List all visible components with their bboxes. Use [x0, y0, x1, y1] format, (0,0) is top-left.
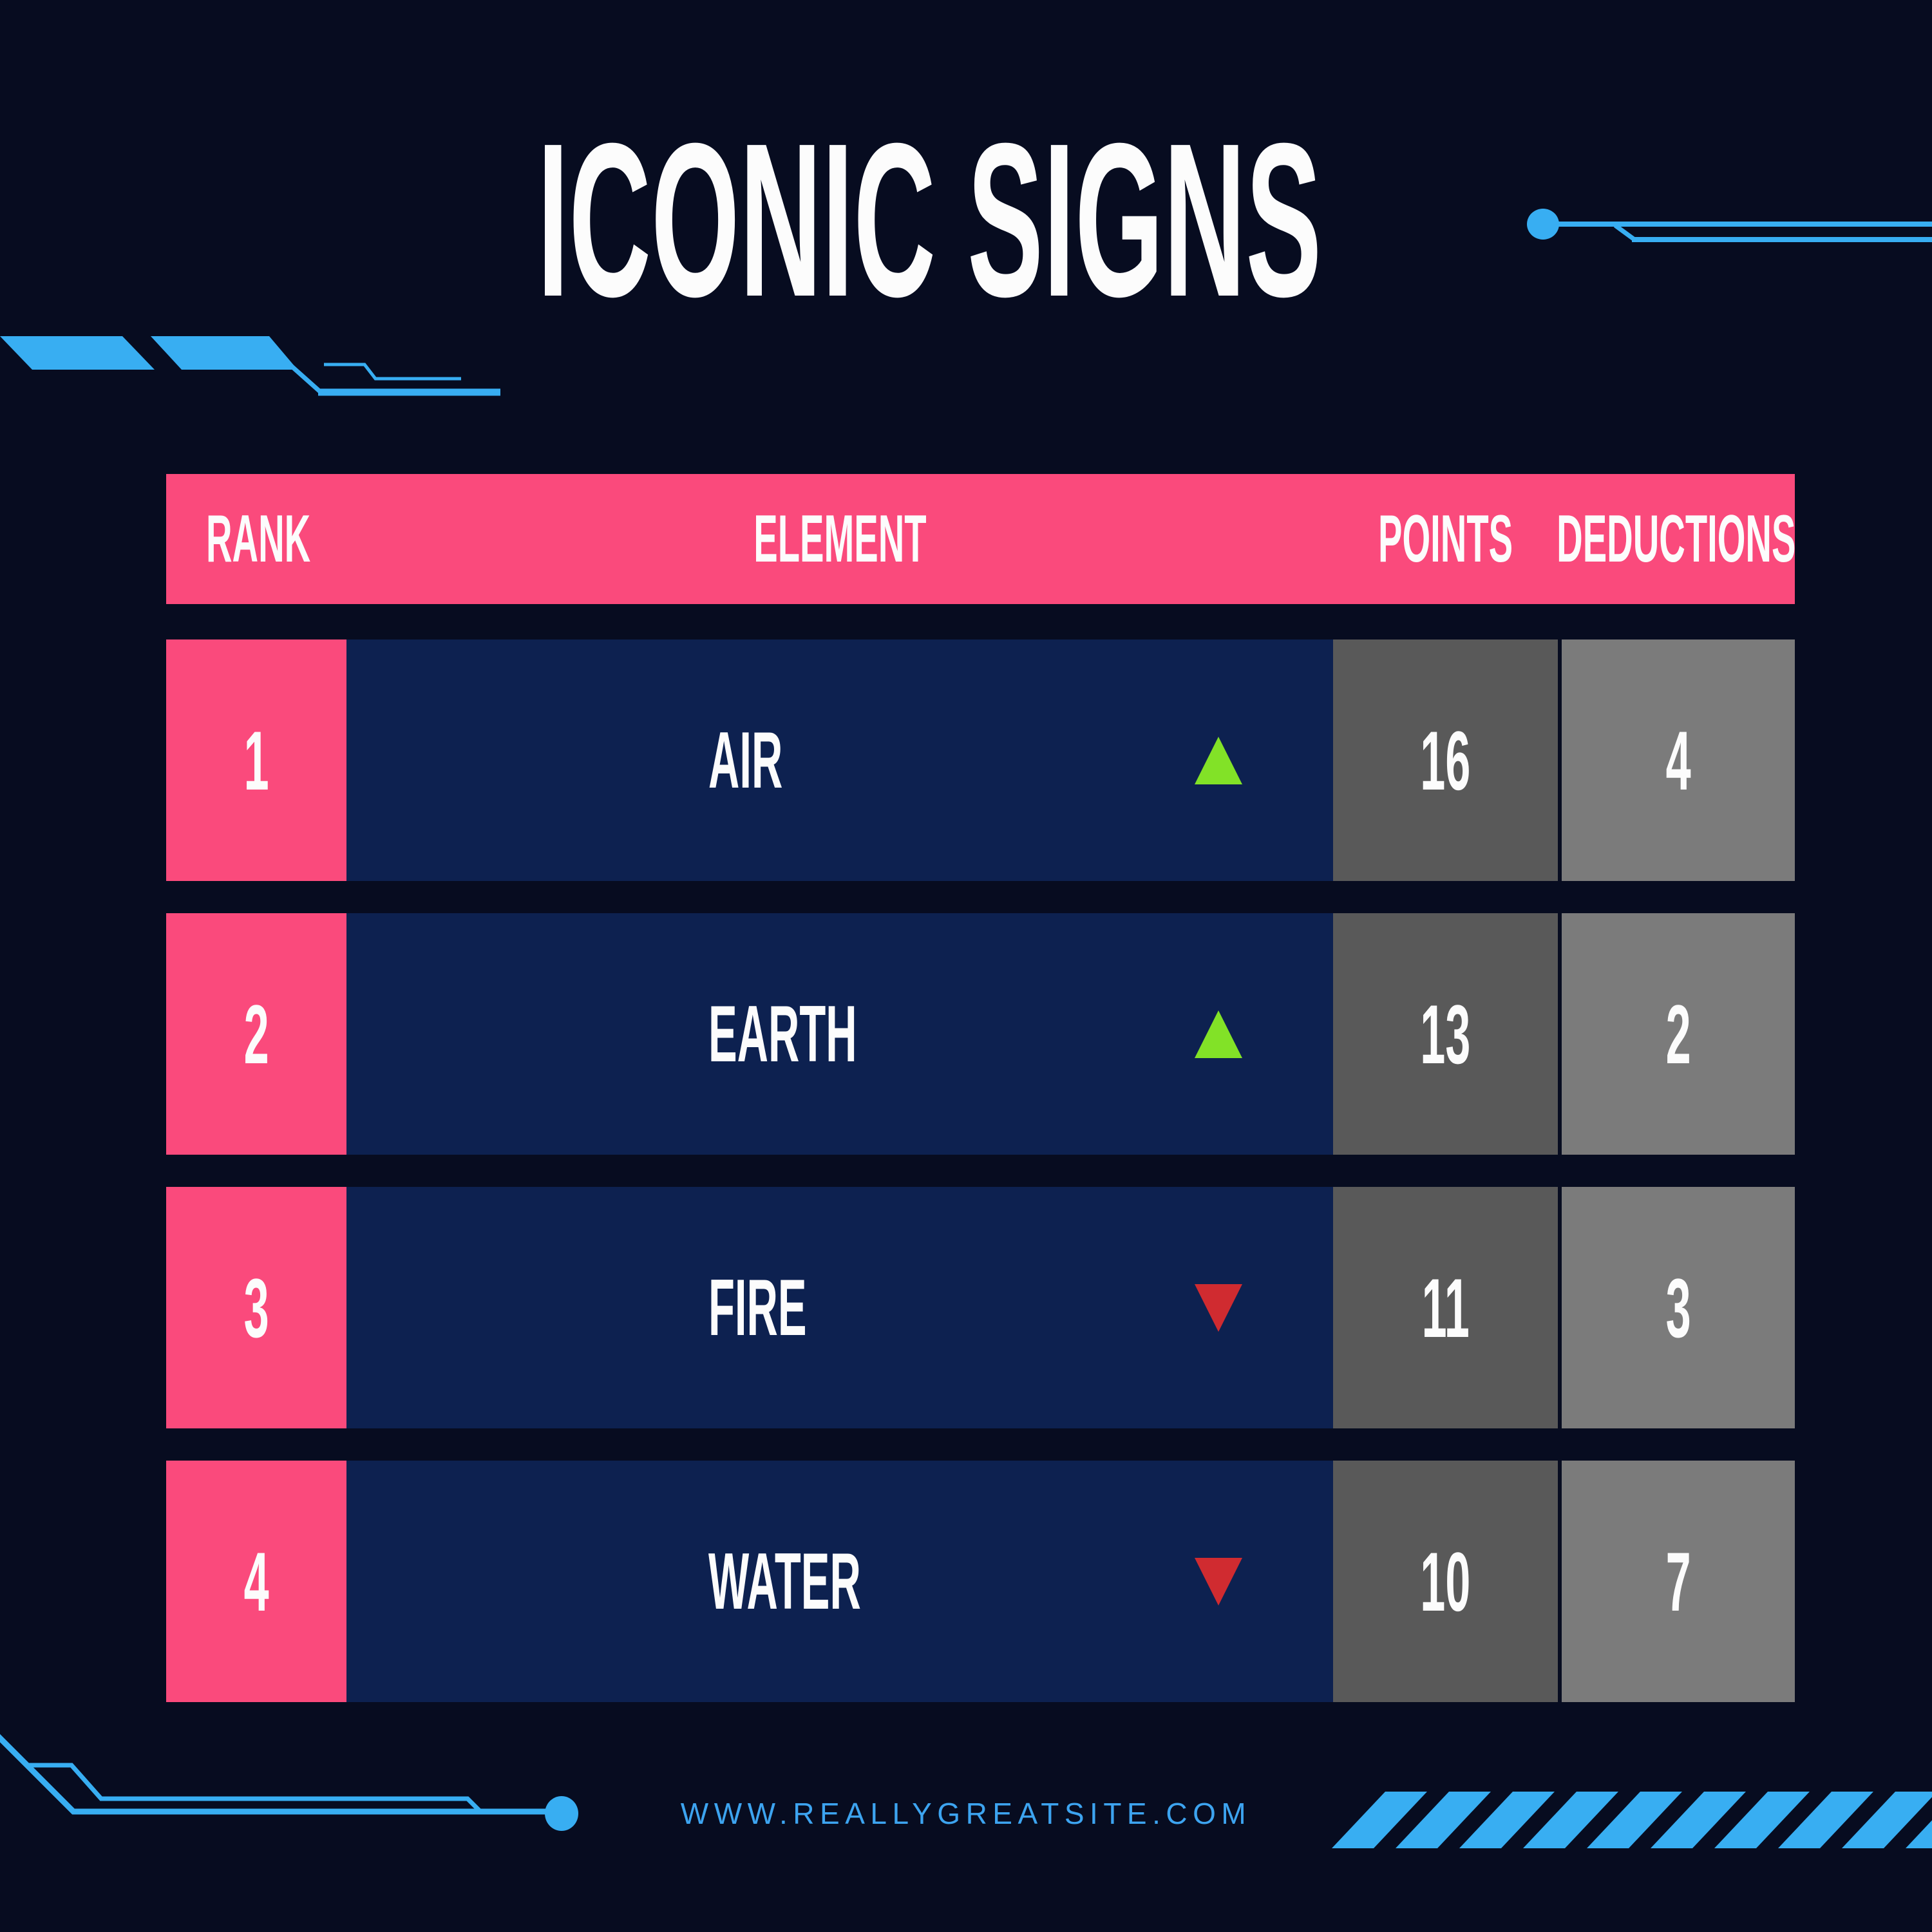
- points-value: 11: [1421, 1260, 1470, 1355]
- deductions-value: 7: [1665, 1534, 1691, 1629]
- points-cell: 11: [1333, 1187, 1558, 1428]
- rank-cell: 2: [166, 913, 346, 1155]
- deductions-cell: 3: [1558, 1187, 1795, 1428]
- trend-arrow-icon: [1195, 1557, 1242, 1605]
- element-cell: WATER: [346, 1461, 1333, 1702]
- deductions-cell: 2: [1558, 913, 1795, 1155]
- rank-value: 1: [243, 713, 269, 808]
- diagonal-line-icon: [289, 364, 323, 394]
- rank-value: 2: [243, 987, 269, 1081]
- header-points-cell: POINTS: [1333, 501, 1558, 578]
- element-cell: FIRE: [346, 1187, 1333, 1428]
- header-rank-cell: RANK: [166, 501, 346, 578]
- header-element-label: ELEMENT: [753, 501, 927, 576]
- step-line-icon: [324, 363, 461, 381]
- element-name: FIRE: [708, 1263, 807, 1352]
- points-value: 16: [1420, 713, 1471, 808]
- rank-cell: 4: [166, 1461, 346, 1702]
- header-rank-label: RANK: [206, 501, 311, 576]
- header-row: RANK ELEMENT POINTS DEDUCTIONS: [166, 474, 1796, 604]
- element-cell: AIR: [346, 639, 1333, 881]
- points-cell: 13: [1333, 913, 1558, 1155]
- ranking-table: RANK ELEMENT POINTS DEDUCTIONS 1 AIR 16: [166, 474, 1796, 1702]
- points-cell: 16: [1333, 639, 1558, 881]
- website-url: WWW.REALLYGREATSITE.COM: [680, 1797, 1252, 1830]
- header-deductions-cell: DEDUCTIONS: [1557, 501, 1796, 578]
- parallelogram-icon: [0, 336, 155, 370]
- rank-cell: 3: [166, 1187, 346, 1428]
- element-name: WATER: [708, 1537, 861, 1626]
- rank-cell: 1: [166, 639, 346, 881]
- deductions-value: 4: [1665, 713, 1691, 808]
- deductions-value: 2: [1665, 987, 1691, 1081]
- trend-arrow-icon: [1195, 1010, 1242, 1058]
- parallelogram-icon: [151, 336, 298, 370]
- header-points-label: POINTS: [1378, 501, 1513, 576]
- rank-value: 3: [243, 1260, 269, 1355]
- table-row: 1 AIR 16 4: [166, 639, 1795, 881]
- element-name: EARTH: [708, 989, 857, 1079]
- table-row: 2 EARTH 13 2: [166, 913, 1795, 1155]
- trend-arrow-icon: [1195, 1283, 1242, 1332]
- decor-parallelogram-left: [0, 336, 500, 396]
- deductions-cell: 4: [1558, 639, 1795, 881]
- trend-arrow-icon: [1195, 736, 1242, 784]
- header-deductions-label: DEDUCTIONS: [1557, 501, 1796, 576]
- header-element-cell: ELEMENT: [346, 501, 1333, 578]
- table-row: 3 FIRE 11 3: [166, 1187, 1795, 1428]
- deductions-cell: 7: [1558, 1461, 1795, 1702]
- points-cell: 10: [1333, 1461, 1558, 1702]
- page-title: ICONIC SIGNS: [536, 98, 1322, 343]
- points-value: 10: [1420, 1534, 1471, 1629]
- rank-value: 4: [243, 1534, 269, 1629]
- deductions-value: 3: [1665, 1260, 1691, 1355]
- element-cell: EARTH: [346, 913, 1333, 1155]
- points-value: 13: [1420, 987, 1471, 1081]
- element-name: AIR: [708, 715, 783, 805]
- table-row: 4 WATER 10 7: [166, 1461, 1795, 1702]
